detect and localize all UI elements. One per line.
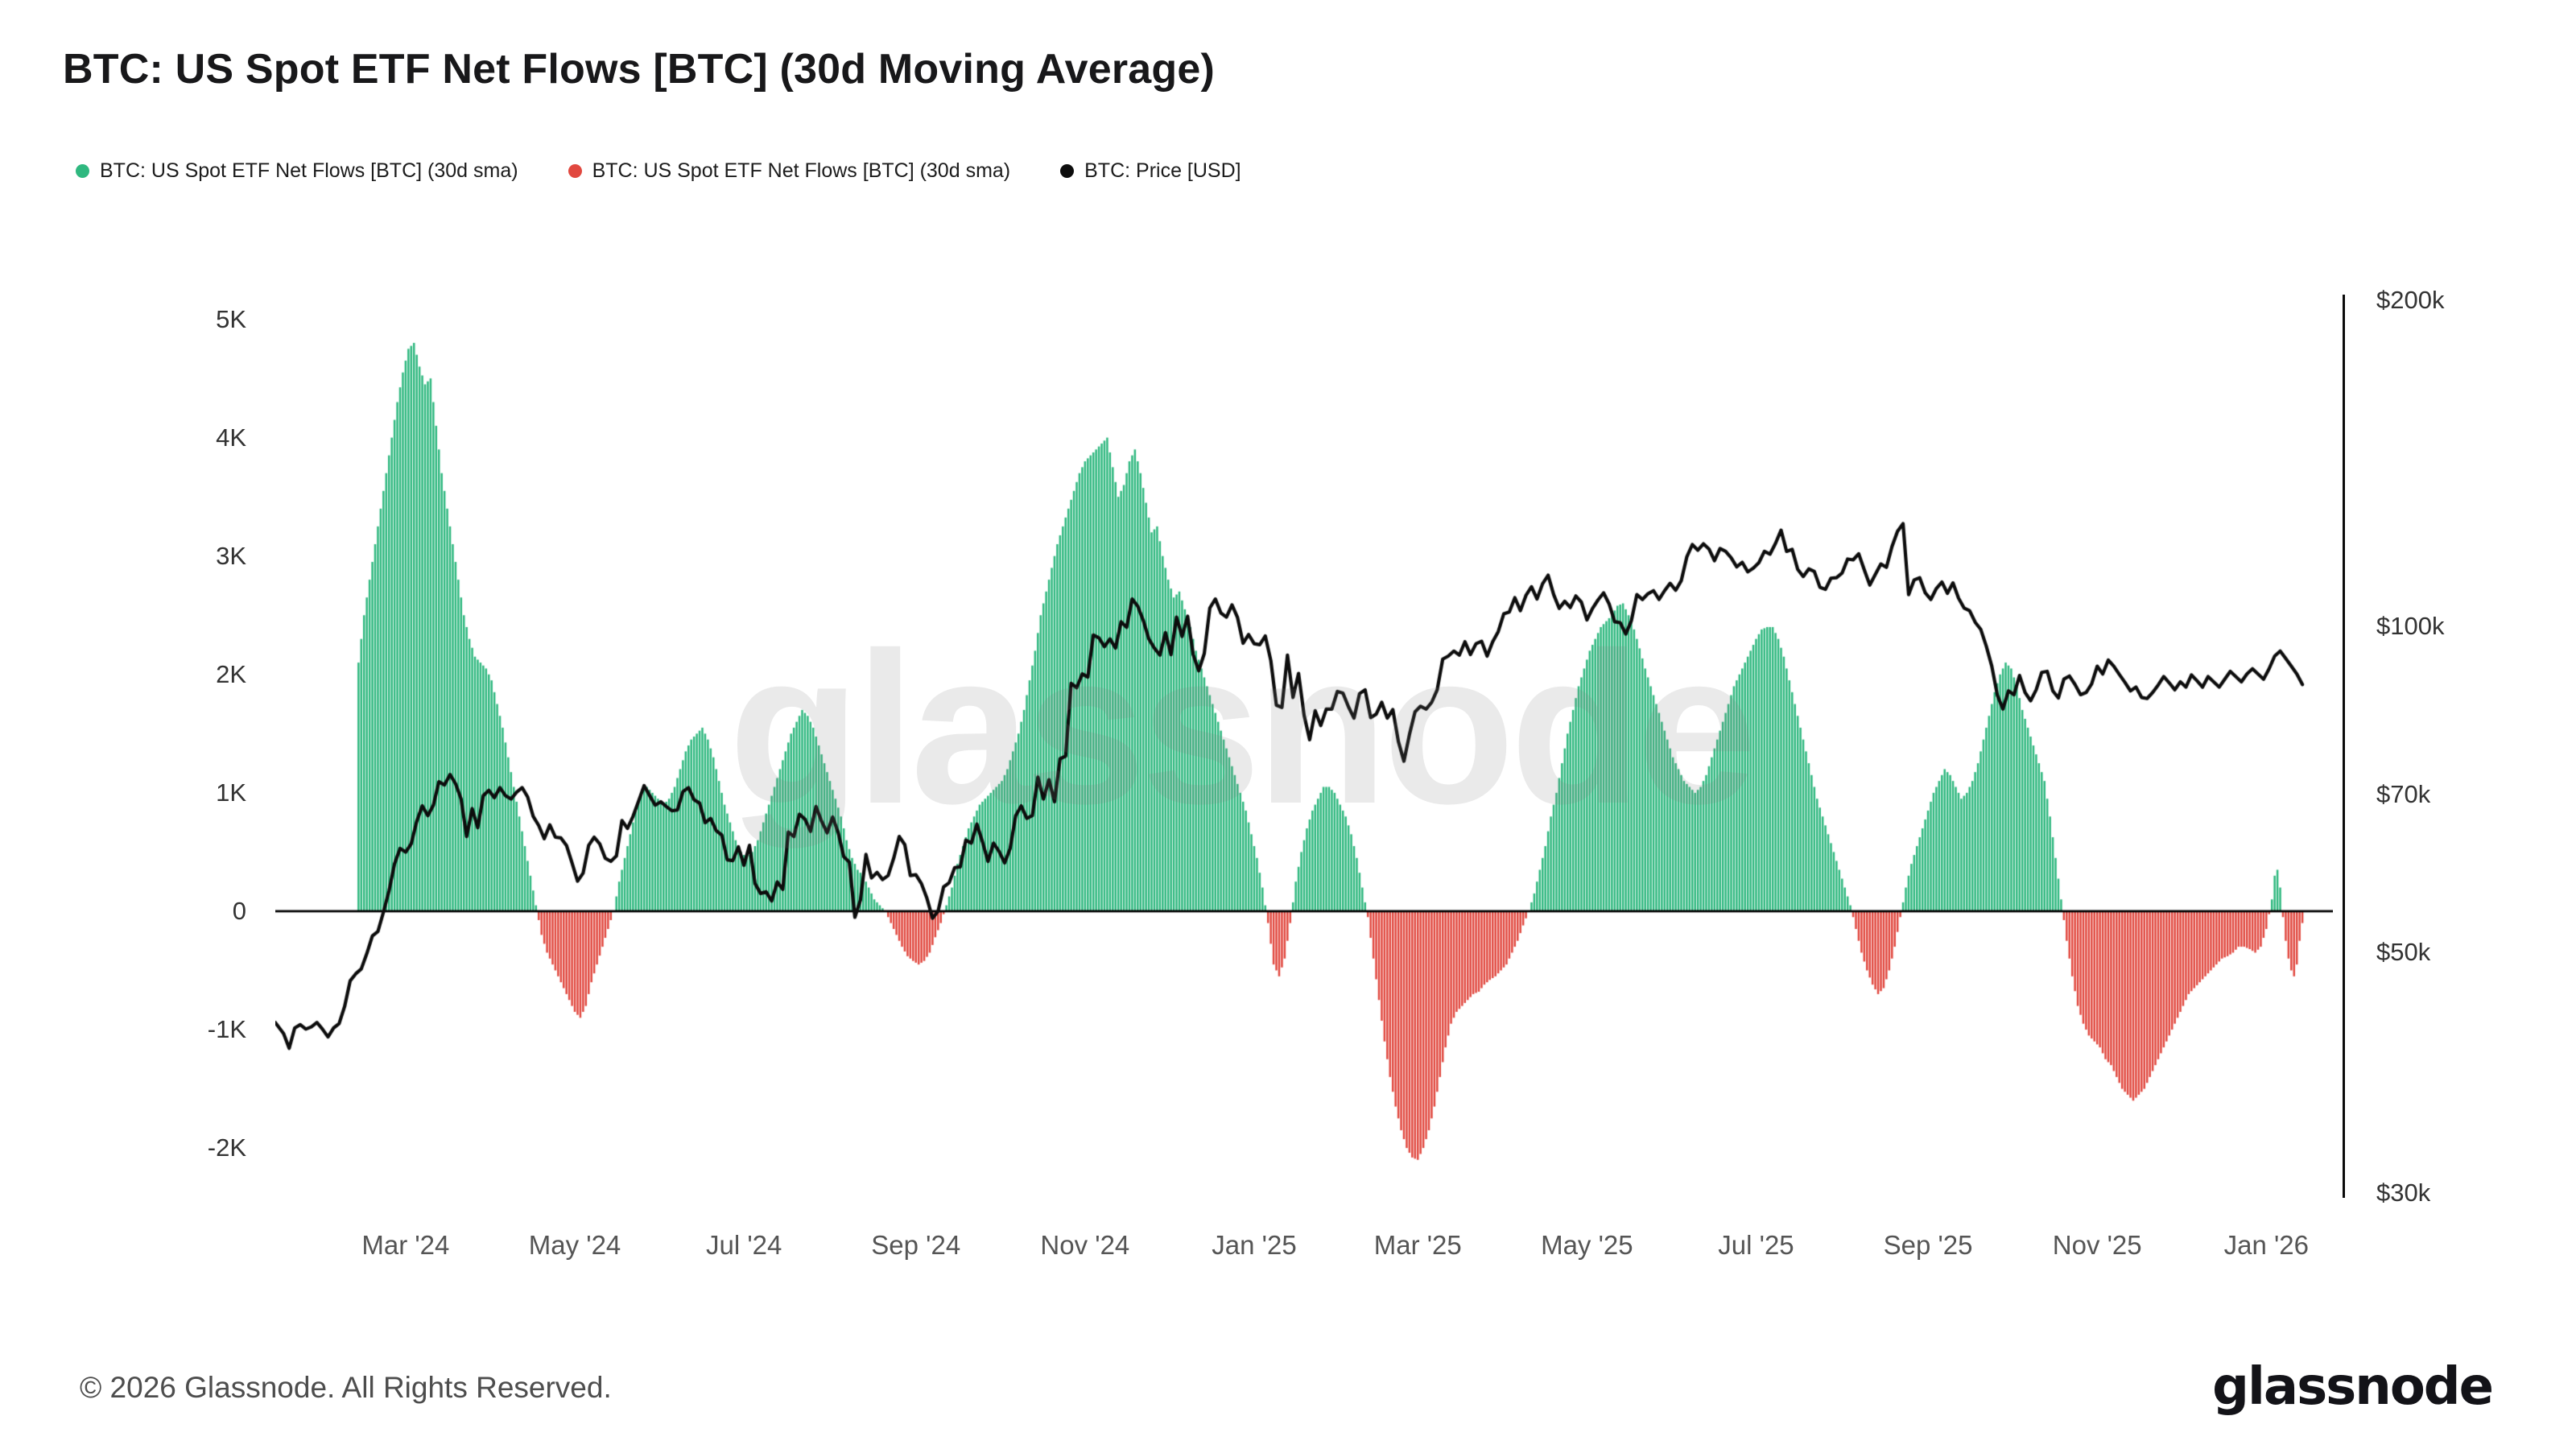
left-axis-tick-label: -2K — [207, 1133, 246, 1162]
glassnode-logo: glassnode — [2212, 1357, 2494, 1417]
x-axis-tick-label: Nov '24 — [1040, 1230, 1130, 1260]
green-dot-icon — [76, 164, 89, 178]
legend-item-netflows-positive[interactable]: BTC: US Spot ETF Net Flows [BTC] (30d sm… — [76, 159, 518, 183]
right-axis-line — [2343, 295, 2345, 1198]
x-axis-tick-label: Jul '24 — [705, 1230, 782, 1260]
right-axis-tick-label: $200k — [2376, 286, 2445, 314]
left-axis-tick-label: 1K — [216, 778, 246, 807]
legend-item-netflows-negative[interactable]: BTC: US Spot ETF Net Flows [BTC] (30d sm… — [568, 159, 1011, 183]
black-dot-icon — [1060, 164, 1075, 178]
x-axis-tick-label: May '24 — [528, 1230, 621, 1260]
copyright-text: © 2026 Glassnode. All Rights Reserved. — [80, 1371, 612, 1404]
x-axis-tick-label: Mar '25 — [1373, 1230, 1462, 1260]
legend-label: BTC: US Spot ETF Net Flows [BTC] (30d sm… — [592, 159, 1011, 182]
left-axis-tick-label: 0 — [232, 896, 246, 925]
x-axis-tick-label: May '25 — [1541, 1230, 1633, 1260]
x-axis-tick-label: Sep '24 — [871, 1230, 961, 1260]
red-dot-icon — [568, 164, 582, 178]
chart-title: BTC: US Spot ETF Net Flows [BTC] (30d Mo… — [63, 46, 1216, 93]
legend-item-price[interactable]: BTC: Price [USD] — [1060, 159, 1241, 183]
x-axis-tick-label: Jan '25 — [1212, 1230, 1297, 1260]
x-axis-tick-label: Mar '24 — [361, 1230, 450, 1260]
x-axis-tick-label: Nov '25 — [2052, 1230, 2142, 1260]
legend-label: BTC: Price [USD] — [1084, 159, 1241, 182]
x-axis-tick-label: Jul '25 — [1718, 1230, 1794, 1260]
left-axis-tick-label: 2K — [216, 659, 246, 688]
chart-plot-area[interactable] — [275, 300, 2333, 1193]
left-axis-tick-label: -1K — [207, 1015, 246, 1044]
right-axis-tick-label: $50k — [2376, 938, 2431, 967]
x-axis-tick-label: Jan '26 — [2223, 1230, 2310, 1260]
left-axis-tick-label: 4K — [216, 423, 246, 452]
left-axis-tick-label: 5K — [216, 304, 246, 333]
right-axis-tick-label: $100k — [2376, 612, 2445, 641]
right-axis-tick-label: $30k — [2376, 1179, 2431, 1207]
left-axis-tick-label: 3K — [216, 541, 246, 570]
x-axis-tick-label: Sep '25 — [1883, 1230, 1973, 1260]
right-axis-tick-label: $70k — [2376, 779, 2431, 808]
legend: BTC: US Spot ETF Net Flows [BTC] (30d sm… — [76, 159, 1241, 183]
legend-label: BTC: US Spot ETF Net Flows [BTC] (30d sm… — [100, 159, 518, 182]
